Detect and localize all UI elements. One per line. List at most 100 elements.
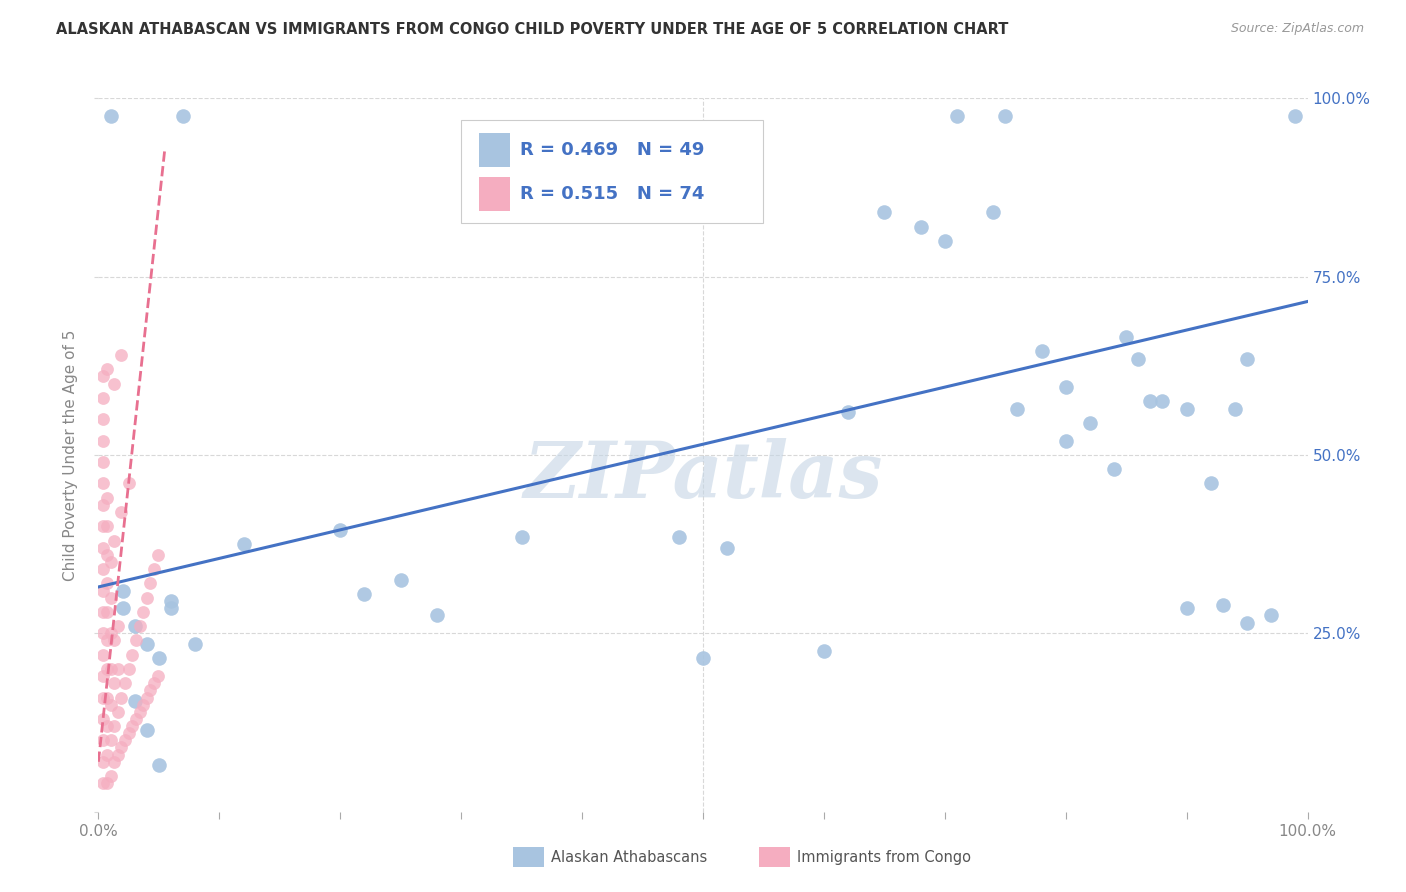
Point	[139, 576, 162, 591]
Point	[1031, 344, 1053, 359]
Point	[135, 591, 157, 605]
Point	[135, 637, 157, 651]
Text: ZIPatlas: ZIPatlas	[523, 438, 883, 515]
Point	[143, 562, 166, 576]
Point	[1007, 401, 1029, 416]
Point	[110, 690, 132, 705]
Point	[100, 591, 122, 605]
Point	[91, 369, 114, 384]
Point	[96, 362, 118, 376]
Point	[91, 434, 114, 448]
Point	[91, 391, 114, 405]
Point	[121, 648, 143, 662]
Point	[143, 676, 166, 690]
Point	[91, 733, 114, 747]
Point	[100, 662, 122, 676]
Point	[426, 608, 449, 623]
Text: Immigrants from Congo: Immigrants from Congo	[797, 850, 972, 864]
Point	[111, 601, 134, 615]
Point	[692, 651, 714, 665]
Point	[96, 576, 118, 591]
Point	[96, 662, 118, 676]
Point	[124, 619, 146, 633]
Point	[160, 594, 183, 608]
Point	[118, 726, 141, 740]
Point	[91, 541, 114, 555]
Point	[1223, 401, 1246, 416]
Point	[1212, 598, 1234, 612]
Point	[110, 348, 132, 362]
Point	[172, 109, 194, 123]
Point	[184, 637, 207, 651]
Point	[121, 719, 143, 733]
Point	[91, 583, 114, 598]
Point	[994, 109, 1017, 123]
Point	[100, 733, 122, 747]
Point	[135, 723, 157, 737]
Point	[148, 651, 170, 665]
Point	[96, 776, 118, 790]
Point	[716, 541, 738, 555]
Point	[91, 412, 114, 426]
Bar	[479, 133, 509, 168]
Point	[128, 619, 150, 633]
Point	[329, 523, 352, 537]
Point	[1236, 615, 1258, 630]
Point	[110, 505, 132, 519]
Point	[1054, 434, 1077, 448]
Point	[103, 533, 125, 548]
Point	[1054, 380, 1077, 394]
Bar	[479, 177, 509, 211]
Point	[103, 719, 125, 733]
Text: ALASKAN ATHABASCAN VS IMMIGRANTS FROM CONGO CHILD POVERTY UNDER THE AGE OF 5 COR: ALASKAN ATHABASCAN VS IMMIGRANTS FROM CO…	[56, 22, 1008, 37]
Point	[1115, 330, 1137, 344]
Point	[96, 519, 118, 533]
Point	[91, 669, 114, 683]
Point	[118, 662, 141, 676]
Point	[510, 530, 533, 544]
Point	[1175, 401, 1198, 416]
Text: R = 0.469   N = 49: R = 0.469 N = 49	[520, 141, 704, 159]
Point	[100, 698, 122, 712]
Point	[1236, 351, 1258, 366]
Point	[1128, 351, 1150, 366]
FancyBboxPatch shape	[461, 120, 763, 223]
Point	[107, 747, 129, 762]
Point	[114, 733, 136, 747]
Point	[96, 747, 118, 762]
Point	[160, 601, 183, 615]
Point	[100, 555, 122, 569]
Point	[96, 605, 118, 619]
Point	[103, 676, 125, 690]
Point	[91, 648, 114, 662]
Point	[139, 683, 162, 698]
Point	[981, 205, 1004, 219]
Point	[91, 476, 114, 491]
Text: R = 0.515   N = 74: R = 0.515 N = 74	[520, 185, 704, 202]
Point	[1139, 394, 1161, 409]
Point	[1078, 416, 1101, 430]
Point	[1199, 476, 1222, 491]
Point	[96, 491, 118, 505]
Point	[910, 219, 932, 234]
Point	[125, 633, 148, 648]
Point	[873, 205, 896, 219]
Point	[837, 405, 859, 419]
Point	[148, 758, 170, 772]
Point	[118, 476, 141, 491]
Point	[232, 537, 254, 551]
Point	[91, 605, 114, 619]
Text: Alaskan Athabascans: Alaskan Athabascans	[551, 850, 707, 864]
Point	[110, 740, 132, 755]
Point	[91, 776, 114, 790]
Point	[91, 712, 114, 726]
Point	[100, 626, 122, 640]
Point	[1102, 462, 1125, 476]
Point	[91, 626, 114, 640]
Point	[1175, 601, 1198, 615]
Point	[103, 633, 125, 648]
Point	[389, 573, 412, 587]
Point	[103, 755, 125, 769]
Point	[146, 669, 169, 683]
Point	[91, 498, 114, 512]
